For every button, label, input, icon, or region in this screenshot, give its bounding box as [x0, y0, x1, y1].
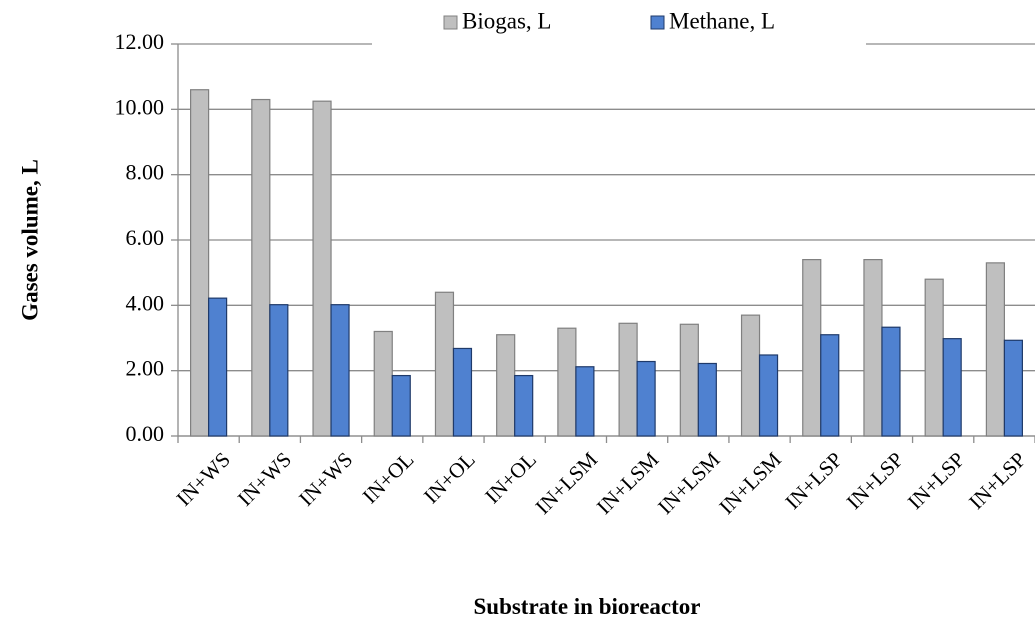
y-axis-title: Gases volume, L	[17, 159, 42, 321]
bar	[575, 366, 595, 437]
bar	[679, 323, 699, 437]
legend-label: Biogas, L	[462, 8, 551, 33]
bar	[434, 291, 455, 437]
x-tick-label: IN+OL	[480, 447, 541, 508]
bar	[697, 362, 717, 437]
bar	[312, 100, 332, 437]
bar	[373, 330, 393, 437]
bar	[618, 322, 638, 437]
bar	[758, 354, 779, 437]
bar	[1003, 339, 1023, 437]
y-tick-label: 2.00	[126, 356, 165, 381]
bar	[496, 334, 516, 437]
x-tick-label: IN+LSM	[531, 447, 603, 519]
bar	[802, 259, 822, 437]
bar	[452, 347, 473, 437]
bar	[514, 374, 534, 437]
bar	[985, 262, 1005, 437]
legend-swatch	[443, 15, 458, 30]
bar	[942, 338, 962, 437]
bar	[251, 98, 271, 437]
bar	[636, 360, 656, 437]
x-tick-label: IN+LSP	[903, 447, 970, 514]
y-tick-label: 8.00	[126, 160, 165, 185]
x-tick-label: IN+LSM	[714, 447, 786, 519]
bar	[391, 374, 411, 437]
x-tick-label: IN+LSM	[592, 447, 664, 519]
x-tick-label: IN+LSP	[842, 447, 909, 514]
x-tick-label: IN+OL	[358, 447, 419, 508]
y-tick-label: 12.00	[115, 29, 165, 54]
legend-label: Methane, L	[669, 8, 775, 33]
x-axis-title: Substrate in bioreactor	[473, 594, 700, 619]
legend-swatch	[650, 15, 665, 30]
bar	[208, 297, 228, 437]
bar	[881, 326, 901, 437]
x-tick-label: IN+LSP	[964, 447, 1031, 514]
x-tick-label: IN+LSP	[780, 447, 847, 514]
bar	[557, 327, 577, 437]
x-tick-label: IN+OL	[419, 447, 480, 508]
bar	[820, 334, 840, 437]
x-tick-label: IN+WS	[294, 447, 357, 510]
bar	[190, 89, 210, 437]
bar	[269, 304, 289, 437]
x-tick-label: IN+WS	[233, 447, 296, 510]
x-tick-label: IN+WS	[172, 447, 235, 510]
y-tick-label: 0.00	[126, 421, 165, 446]
y-tick-label: 10.00	[115, 94, 165, 119]
bar	[330, 304, 350, 437]
x-tick-label: IN+LSM	[653, 447, 725, 519]
y-tick-label: 4.00	[126, 290, 165, 315]
bar	[863, 259, 883, 437]
bar	[924, 278, 944, 437]
y-tick-label: 6.00	[126, 225, 165, 250]
bar	[740, 314, 761, 437]
